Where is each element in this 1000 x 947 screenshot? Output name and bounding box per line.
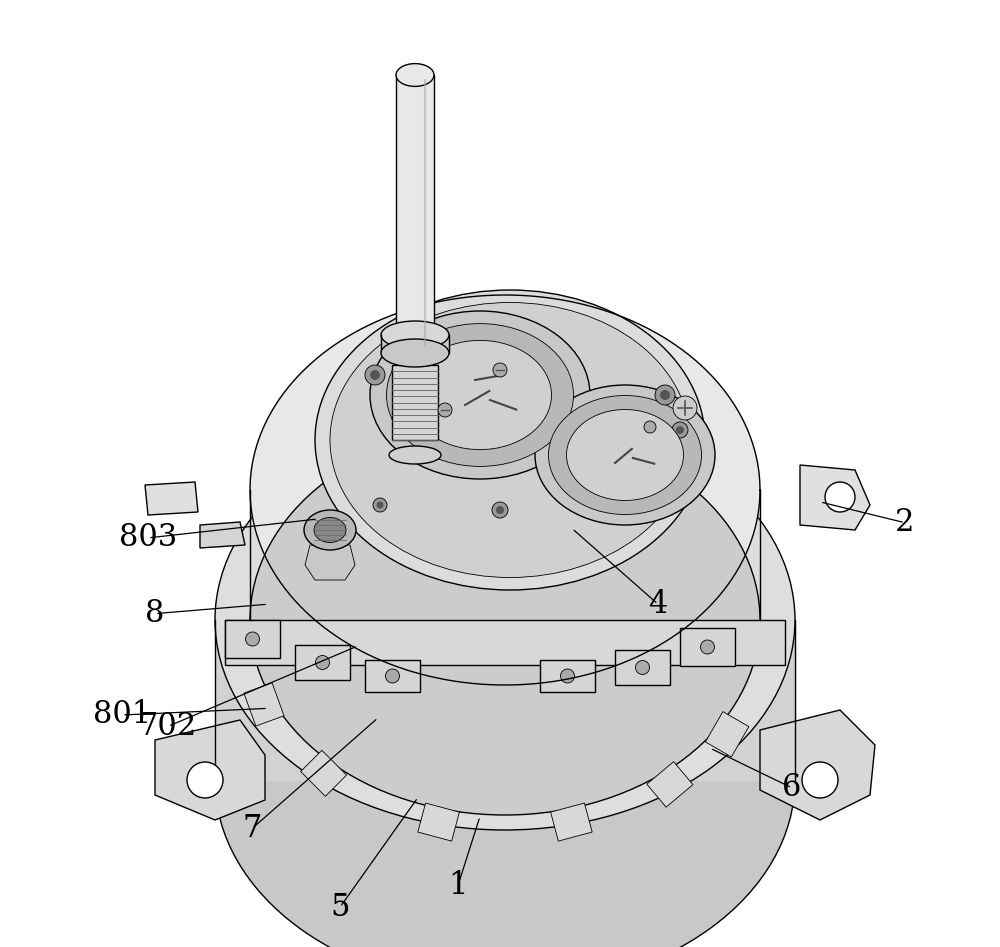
Ellipse shape [381, 339, 449, 367]
Circle shape [370, 370, 380, 380]
Bar [615, 650, 670, 685]
Text: 803: 803 [119, 523, 177, 553]
Bar [396, 75, 434, 355]
Text: 1: 1 [448, 870, 468, 901]
Polygon shape [305, 545, 355, 580]
Bar [392, 365, 438, 440]
Polygon shape [250, 490, 760, 620]
Polygon shape [301, 750, 347, 796]
Polygon shape [647, 761, 693, 807]
Ellipse shape [409, 340, 552, 450]
Ellipse shape [389, 446, 441, 464]
Ellipse shape [370, 311, 590, 479]
Polygon shape [418, 803, 459, 841]
Ellipse shape [314, 517, 346, 543]
Polygon shape [200, 522, 245, 548]
Text: 801: 801 [93, 700, 151, 730]
Circle shape [676, 426, 684, 434]
Circle shape [496, 506, 504, 514]
Circle shape [655, 385, 675, 405]
Circle shape [373, 498, 387, 512]
Ellipse shape [548, 396, 702, 514]
Polygon shape [551, 803, 592, 841]
Polygon shape [760, 710, 875, 820]
Bar [680, 628, 735, 666]
Polygon shape [705, 711, 749, 757]
Circle shape [246, 632, 260, 646]
Text: 6: 6 [782, 773, 802, 803]
Polygon shape [215, 620, 795, 780]
Ellipse shape [535, 385, 715, 525]
Circle shape [660, 390, 670, 400]
Bar [225, 620, 280, 658]
Circle shape [644, 421, 656, 433]
Polygon shape [381, 335, 449, 353]
Polygon shape [244, 683, 284, 726]
Text: 8: 8 [145, 599, 165, 629]
Bar [295, 645, 350, 680]
Polygon shape [800, 465, 870, 530]
Text: 702: 702 [139, 711, 197, 742]
Polygon shape [155, 720, 265, 820]
Ellipse shape [304, 510, 356, 550]
Circle shape [673, 396, 697, 420]
Circle shape [316, 655, 330, 670]
Circle shape [187, 762, 223, 798]
Bar [225, 620, 785, 665]
Circle shape [376, 502, 384, 509]
Ellipse shape [215, 570, 795, 947]
Text: 5: 5 [330, 892, 350, 922]
Circle shape [825, 482, 855, 512]
Circle shape [802, 762, 838, 798]
Circle shape [492, 502, 508, 518]
Ellipse shape [381, 321, 449, 349]
Polygon shape [145, 482, 198, 515]
Circle shape [386, 669, 400, 683]
Ellipse shape [315, 290, 705, 590]
Circle shape [493, 363, 507, 377]
Ellipse shape [330, 302, 690, 578]
Bar [365, 660, 420, 692]
Text: 7: 7 [242, 813, 262, 844]
Circle shape [672, 422, 688, 438]
Circle shape [636, 660, 650, 674]
Circle shape [438, 403, 452, 417]
Polygon shape [250, 295, 760, 685]
Ellipse shape [215, 410, 795, 830]
Text: 4: 4 [648, 589, 668, 619]
Circle shape [365, 365, 385, 385]
Text: 2: 2 [895, 508, 915, 538]
Ellipse shape [250, 425, 760, 815]
Ellipse shape [566, 409, 684, 501]
Circle shape [560, 669, 574, 683]
Circle shape [700, 640, 714, 654]
Ellipse shape [396, 63, 434, 86]
Bar [540, 660, 595, 692]
Ellipse shape [386, 324, 574, 467]
